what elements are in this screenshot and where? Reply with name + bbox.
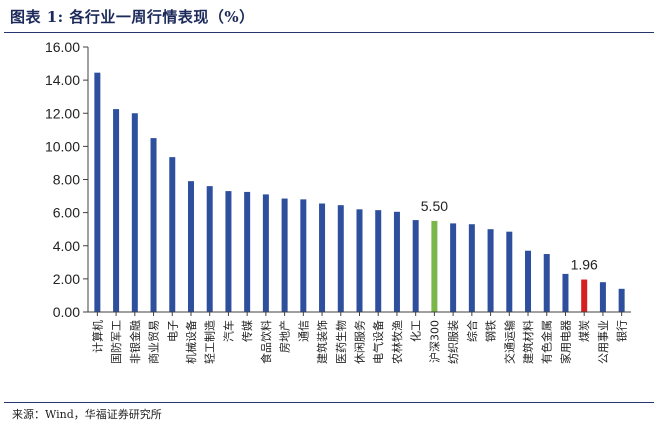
category-label: 非银金融 [128,320,142,364]
title-rule [4,32,654,33]
category-label: 电子 [166,320,179,342]
bar [393,211,400,312]
data-label: 5.50 [421,198,448,214]
y-tick-label: 8.00 [53,172,80,188]
category-label: 交通运输 [502,320,516,364]
category-label: 化工 [409,320,423,342]
bar [375,210,382,312]
bar [319,203,326,312]
category-label: 汽车 [221,320,235,342]
bar [487,229,494,312]
bar [244,191,251,312]
category-label: 建筑装饰 [315,320,329,364]
category-label: 家用电器 [558,320,572,364]
y-tick-label: 16.00 [45,39,80,55]
bar [599,282,606,312]
bar [169,157,176,312]
category-label: 纺织服装 [446,320,460,364]
category-label: 通信 [297,320,310,342]
bar [187,181,194,312]
bar [356,209,363,312]
bar-series [94,72,625,312]
bar [131,113,138,312]
category-label: 综合 [465,320,479,342]
y-tick-label: 14.00 [45,72,80,88]
bar [562,273,569,312]
category-label: 银行 [615,320,629,342]
category-label: 钢铁 [485,320,498,342]
source-rule [4,402,654,403]
category-label: 商业贸易 [147,320,161,364]
bar [450,223,457,312]
y-tick-label: 0.00 [53,304,80,320]
bar [206,186,213,312]
category-label: 农林牧渔 [390,320,404,364]
category-label: 建筑材料 [521,320,535,364]
bar [113,109,120,312]
bar [412,220,419,312]
category-label: 传媒 [241,320,254,342]
y-tick-label: 10.00 [45,138,80,154]
category-labels: 计算机 国防军工 非银金融 商业贸易 电子 机械设备 轻工制造 汽车 传媒 食品饮料 房地产 通信 建筑… [90,312,629,364]
y-tick-label: 4.00 [53,238,80,254]
category-label: 沪深300 [427,320,441,363]
y-tick-label: 2.00 [53,271,80,287]
bar [281,198,288,312]
bar [525,250,532,312]
category-label: 有色金属 [540,320,554,364]
category-label: 休闲服务 [353,320,367,364]
bar [618,288,625,312]
y-tick-label: 6.00 [53,205,80,221]
bar [262,194,269,312]
y-tick-label: 12.00 [45,105,80,121]
bar [94,72,101,312]
category-label: 电气设备 [371,320,385,364]
bar [150,138,157,312]
bar [431,220,438,312]
category-label: 计算机 [90,320,104,353]
category-label: 食品饮料 [259,320,273,364]
category-label: 国防军工 [109,320,123,364]
bar [543,254,550,312]
bar [468,224,475,312]
bar [506,231,513,312]
category-label: 医药生物 [334,320,348,364]
category-label: 机械设备 [184,320,198,364]
y-axis-ticks: 0.00 2.00 4.00 6.00 8.00 10.00 12.00 14.00 16.00 [45,39,88,320]
bar [300,199,307,312]
data-label: 1.96 [571,257,598,273]
bar [581,279,588,312]
bar [225,191,232,312]
category-label: 轻工制造 [203,320,217,364]
source-note: 来源：Wind，华福证券研究所 [12,408,162,421]
category-label: 公用事业 [597,320,610,364]
data-labels: 5.50 1.96 [421,198,598,273]
category-label: 房地产 [278,320,292,353]
category-label: 煤炭 [578,320,591,342]
chart-title: 图表 1: 各行业一周行情表现（%） [10,8,255,26]
bar [337,205,344,312]
